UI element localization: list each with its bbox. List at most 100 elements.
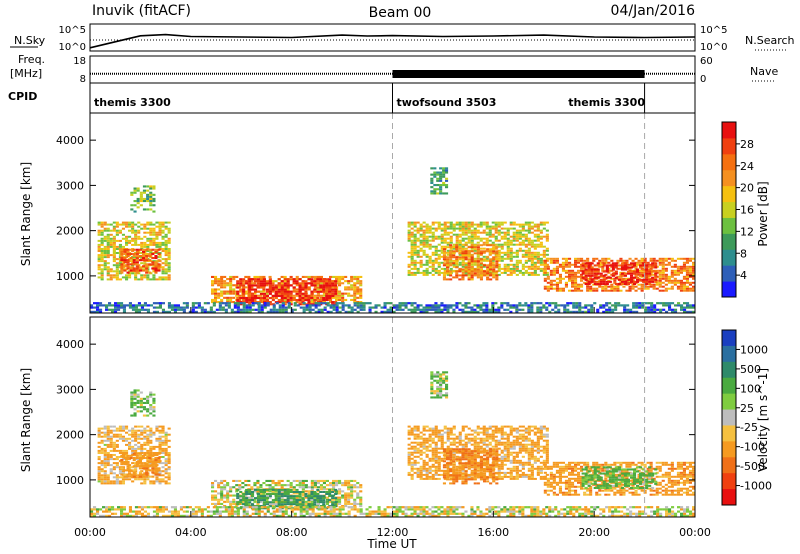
heatmap-cell [413, 229, 417, 232]
heatmap-cell [325, 284, 329, 287]
heatmap-cell [274, 500, 278, 503]
heatmap-cell [157, 269, 161, 272]
heatmap-cell [229, 292, 233, 295]
heatmap-cell [129, 456, 133, 459]
heatmap-cell [575, 302, 579, 305]
heatmap-cell [512, 269, 516, 272]
heatmap-cell [492, 256, 496, 259]
heatmap-cell [155, 245, 159, 248]
heatmap-cell [580, 273, 584, 276]
heatmap-cell [428, 235, 432, 238]
heatmap-cell [100, 474, 104, 477]
heatmap-cell [238, 286, 242, 289]
heatmap-cell [138, 467, 142, 470]
heatmap-cell [353, 292, 357, 295]
heatmap-cell [274, 497, 278, 500]
heatmap-cell [271, 296, 275, 299]
heatmap-cell [90, 304, 94, 307]
heatmap-cell [356, 292, 360, 295]
heatmap-cell [145, 463, 149, 466]
heatmap-cell [635, 306, 639, 309]
heatmap-cell [512, 233, 516, 236]
heatmap-cell [151, 475, 155, 478]
heatmap-cell [217, 292, 221, 295]
heatmap-cell [610, 287, 614, 290]
heatmap-cell [266, 310, 270, 313]
heatmap-cell [146, 439, 150, 442]
heatmap-cell [329, 301, 333, 304]
heatmap-cell [319, 479, 323, 482]
heatmap-cell [114, 310, 118, 313]
heatmap-cell [497, 253, 501, 256]
heatmap-cell [134, 223, 138, 226]
heatmap-cell [470, 231, 474, 234]
heatmap-cell [630, 278, 634, 281]
heatmap-cell [436, 171, 440, 174]
heatmap-cell [569, 310, 573, 313]
heatmap-cell [277, 301, 281, 304]
heatmap-cell [164, 258, 168, 261]
heatmap-cell [139, 204, 143, 207]
heatmap-cell [283, 278, 287, 281]
heatmap-cell [564, 283, 568, 286]
heatmap-cell [616, 259, 620, 262]
heatmap-cell [126, 463, 130, 466]
heatmap-cell [247, 479, 251, 482]
heatmap-cell [596, 264, 600, 267]
heatmap-cell [476, 241, 480, 244]
heatmap-cell [164, 262, 168, 265]
heatmap-cell [223, 494, 227, 497]
heatmap-cell [461, 231, 465, 234]
heatmap-cell [151, 252, 155, 255]
heatmap-cell [97, 256, 101, 259]
heatmap-cell [298, 278, 302, 281]
heatmap-cell [335, 308, 339, 311]
heatmap-cell [100, 482, 104, 485]
heatmap-cell [494, 227, 498, 230]
heatmap-cell [479, 231, 483, 234]
heatmap-cell [495, 262, 499, 265]
heatmap-cell [458, 241, 462, 244]
heatmap-cell [146, 245, 150, 248]
heatmap-cell [359, 490, 363, 493]
heatmap-cell [145, 265, 149, 268]
heatmap-cell [295, 294, 299, 297]
heatmap-cell [259, 292, 263, 295]
heatmap-cell [214, 298, 218, 301]
heatmap-cell [359, 505, 363, 508]
heatmap-cell [344, 286, 348, 289]
heatmap-cell [616, 267, 620, 270]
heatmap-cell [347, 306, 351, 309]
heatmap-cell [527, 251, 531, 254]
heatmap-cell [679, 269, 683, 272]
heatmap-cell [108, 308, 112, 311]
heatmap-cell [467, 264, 471, 267]
heatmap-cell [331, 284, 335, 287]
heatmap-cell [605, 310, 609, 313]
heatmap-cell [105, 308, 109, 311]
heatmap-cell [473, 237, 477, 240]
heatmap-cell [640, 283, 644, 286]
heatmap-cell [625, 289, 629, 292]
heatmap-cell [164, 443, 168, 446]
heatmap-cell [152, 408, 156, 411]
heatmap-cell [114, 306, 118, 309]
heatmap-cell [464, 254, 468, 257]
heatmap-cell [410, 255, 414, 258]
heatmap-cell [289, 491, 293, 493]
heatmap-cell [446, 273, 450, 276]
heatmap-cell [500, 257, 504, 260]
heatmap-cell [220, 275, 224, 278]
heatmap-cell [530, 259, 534, 262]
heatmap-cell [136, 187, 140, 190]
nave-tick-top: 60 [700, 56, 713, 67]
heatmap-cell [353, 284, 357, 287]
heatmap-cell [350, 306, 354, 309]
heatmap-cell [152, 399, 156, 402]
heatmap-cell [120, 459, 124, 462]
heatmap-cell [118, 429, 122, 432]
heatmap-cell [512, 231, 516, 234]
heatmap-cell [164, 310, 168, 313]
freq-trace [90, 70, 695, 78]
